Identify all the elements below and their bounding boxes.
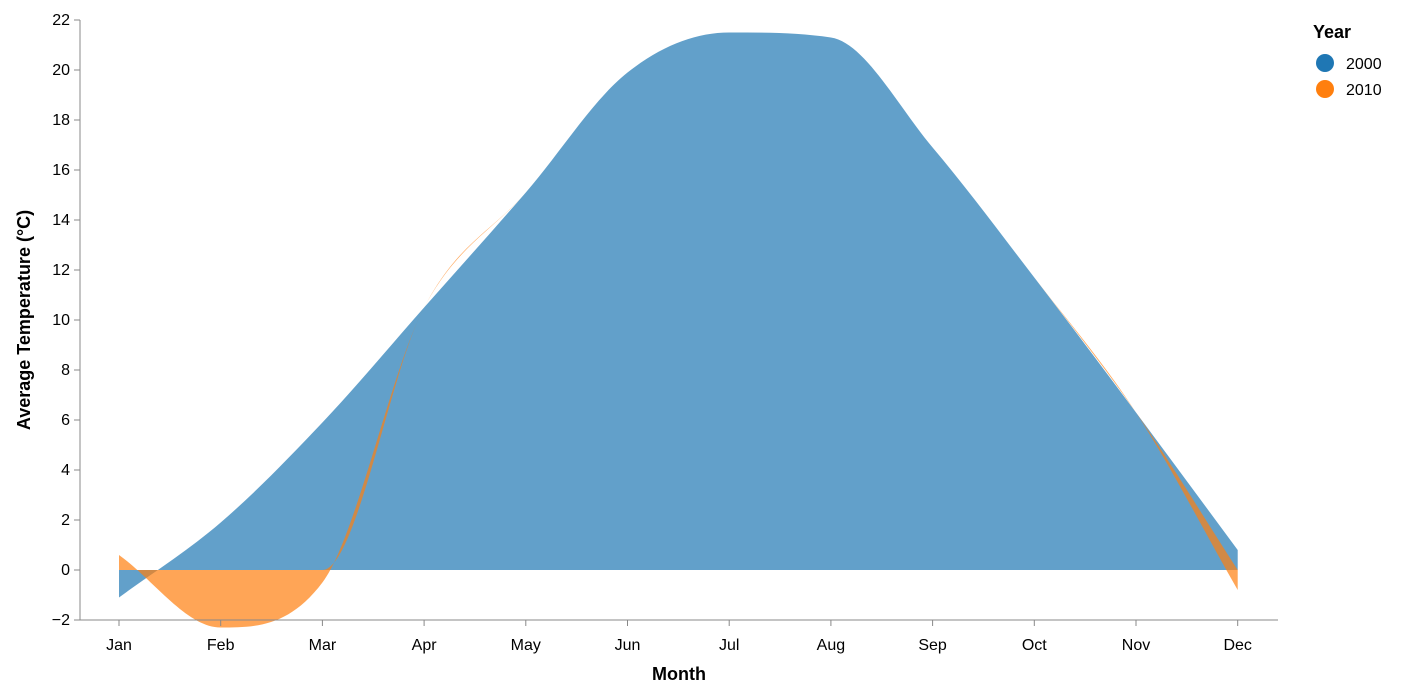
x-tick-label: Mar [309,637,337,654]
y-tick-label: 0 [61,562,70,579]
y-tick-label: 10 [52,312,70,329]
y-tick-label: 12 [52,262,70,279]
y-tick-label: 4 [61,462,70,479]
x-tick-label: Jul [719,637,739,654]
x-tick-label: Jan [106,637,132,654]
plot-areas [119,32,1238,628]
x-tick-label: Jun [615,637,641,654]
x-tick-label: Aug [817,637,845,654]
x-axis-title: Month [652,664,706,684]
x-tick-label: Sep [918,637,947,654]
y-tick-label: −2 [52,612,70,629]
x-tick-label: Nov [1122,637,1150,654]
y-tick-label: 18 [52,112,70,129]
legend-label-2010: 2010 [1346,82,1382,99]
legend: Year 2000 2010 [1313,22,1382,99]
x-tick-label: Feb [207,637,235,654]
legend-label-2000: 2000 [1346,56,1382,73]
y-axis: −2 0 2 4 6 8 10 12 14 16 18 20 22 [52,12,81,629]
y-tick-label: 22 [52,12,70,29]
y-tick-label: 6 [61,412,70,429]
y-tick-label: 20 [52,62,70,79]
legend-title: Year [1313,22,1351,42]
area-series-2000 [119,32,1238,598]
legend-swatch-2000 [1316,54,1334,72]
y-tick-label: 8 [61,362,70,379]
x-tick-label: May [511,637,541,654]
x-tick-label: Oct [1022,637,1047,654]
y-axis-title: Average Temperature (°C) [14,210,34,430]
x-axis: Jan Feb Mar Apr May Jun Jul Aug Sep Oct Nov Dec [80,619,1278,654]
y-tick-label: 16 [52,162,70,179]
x-tick-label: Apr [412,637,438,654]
x-tick-label: Dec [1223,637,1251,654]
legend-swatch-2010 [1316,80,1334,98]
legend-items: 2000 2010 [1316,54,1382,99]
y-tick-label: 2 [61,512,70,529]
y-tick-label: 14 [52,212,70,229]
